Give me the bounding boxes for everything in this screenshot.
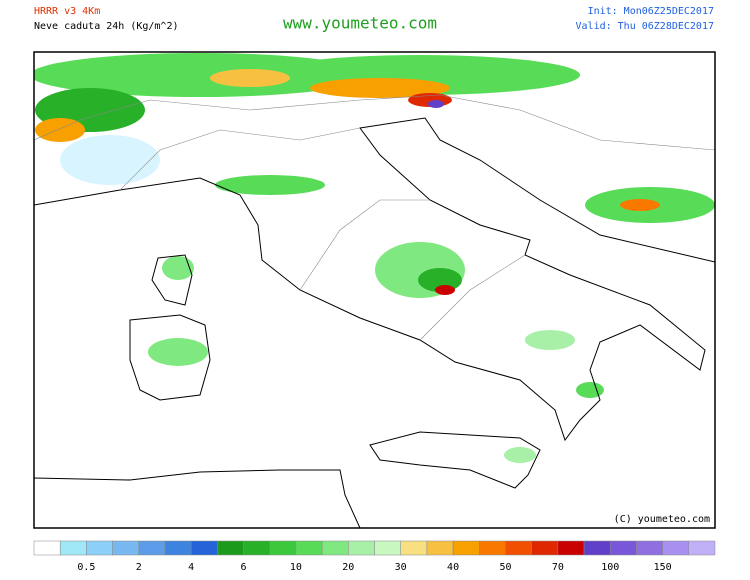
legend-swatch [688,540,716,556]
legend-swatch [557,540,585,556]
legend-label: 150 [654,562,672,573]
legend-swatch [374,540,401,556]
legend-swatch [426,540,454,556]
legend-label: 70 [552,562,564,573]
legend-swatch [86,540,113,556]
legend-label: 2 [136,562,142,573]
map-frame [33,51,716,529]
copyright: (C) youmeteo.com [614,514,710,525]
legend-swatch [531,540,559,556]
legend-swatch [243,540,270,556]
legend-swatch [348,540,375,556]
legend-swatch [164,540,192,556]
legend-label: 6 [241,562,247,573]
legend-swatch [452,540,480,556]
site-title: www.youmeteo.com [283,14,437,33]
legend-swatch [479,540,506,556]
legend-swatch [33,540,61,556]
legend-swatch [295,540,323,556]
legend-swatch [583,540,611,556]
legend-swatch [112,540,140,556]
legend-label: 40 [447,562,459,573]
legend-swatch [59,540,87,556]
legend-label: 4 [188,562,194,573]
legend-swatch [321,540,349,556]
color-legend: 0.5 2 4 6 10 20 30 40 50 70 100 150 [33,540,716,573]
field-label: Neve caduta 24h (Kg/m^2) [34,21,179,32]
model-label: HRRR v3 4Km [34,6,100,17]
legend-swatch [636,540,663,556]
legend-swatch [190,540,218,556]
map-area: (C) youmeteo.com [33,51,716,529]
legend-swatch [662,540,690,556]
legend-label: 50 [499,562,511,573]
legend-swatch [609,540,637,556]
legend-label: 30 [395,562,407,573]
legend-label: 0.5 [77,562,95,573]
legend-label: 10 [290,562,302,573]
legend-label: 100 [601,562,619,573]
legend-label: 20 [342,562,354,573]
legend-swatch [138,540,166,556]
init-time: Init: Mon06Z25DEC2017 [588,6,714,17]
legend-swatch [269,540,297,556]
legend-swatch [505,540,532,556]
legend-swatch [217,540,244,556]
legend-swatch [400,540,428,556]
valid-time: Valid: Thu 06Z28DEC2017 [576,21,714,32]
